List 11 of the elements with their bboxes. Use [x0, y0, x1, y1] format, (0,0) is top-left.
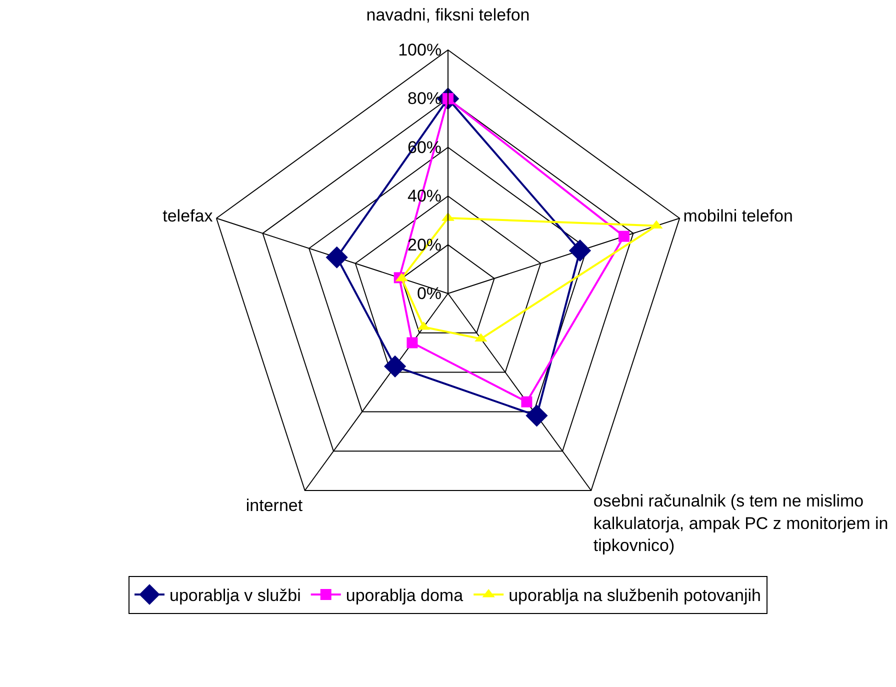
legend-label: uporablja v službi: [170, 586, 301, 606]
y-tick-label: 80%: [408, 89, 442, 108]
y-tick-label: 100%: [398, 40, 442, 60]
spoke-label: internet: [246, 496, 303, 515]
y-tick-label: 0%: [416, 284, 442, 304]
spoke-label: navadni, fiksni telefon: [366, 6, 530, 25]
legend-label: uporablja doma: [346, 586, 464, 606]
spoke-label: osebni računalnik (s tem ne mislimo kalkulatorja, ampak PC z monitorjem in tipkovnico): [593, 492, 888, 555]
legend-label: uporablja na službenih potovanjih: [508, 586, 761, 606]
spoke-label: mobilni telefon: [683, 206, 793, 226]
spoke-label: telefax: [162, 206, 214, 226]
